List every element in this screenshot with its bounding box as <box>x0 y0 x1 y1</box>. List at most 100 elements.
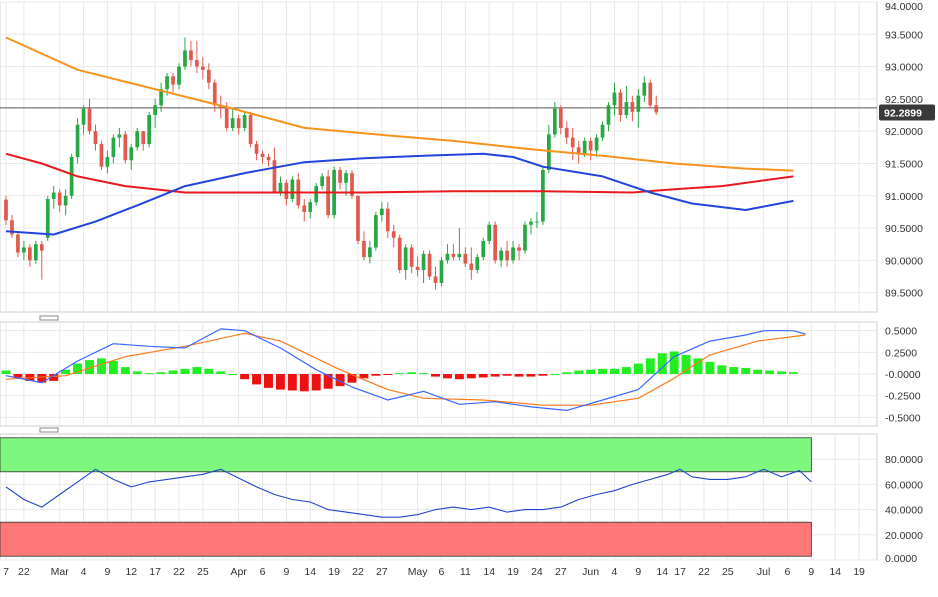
macd-hist-bar <box>502 374 512 376</box>
x-tick-label: 9 <box>635 566 641 578</box>
macd-hist-bar <box>550 374 560 375</box>
macd-hist-bar <box>108 361 118 374</box>
candle-body <box>415 266 420 271</box>
candle-body <box>123 134 128 161</box>
macd-hist-bar <box>61 369 71 374</box>
candle-body <box>141 131 146 145</box>
macd-signal-line <box>5 332 806 406</box>
x-tick-label: 22 <box>352 566 364 578</box>
y-tick-label: 80.0000 <box>885 454 923 466</box>
candle-body <box>457 253 462 258</box>
pane-resize-handle <box>39 427 59 433</box>
macd-hist-bar <box>85 360 94 374</box>
x-tick-label: 19 <box>328 566 340 578</box>
x-tick-label: 14 <box>656 566 668 578</box>
candle-body <box>445 253 450 261</box>
candle-body <box>117 134 122 138</box>
candle-body <box>284 182 289 199</box>
candle-body <box>570 137 575 148</box>
candle-body <box>290 179 295 199</box>
candle-body <box>105 157 110 167</box>
macd-hist-bar <box>466 374 476 379</box>
candle-body <box>260 153 265 157</box>
macd-hist-bar <box>192 367 202 374</box>
candle-body <box>636 95 641 112</box>
macd-hist-bar <box>598 368 608 374</box>
macd-hist-bar <box>299 374 309 392</box>
candle-body <box>177 66 181 85</box>
y-tick-label: 92.5000 <box>885 94 923 106</box>
y-tick-label: 89.5000 <box>885 288 923 300</box>
candle-body <box>93 131 98 145</box>
macd-hist-bar <box>132 371 142 374</box>
candle-body <box>576 147 581 154</box>
candle-body <box>385 208 390 232</box>
candle-body <box>451 253 456 258</box>
macd-hist-bar <box>705 361 715 374</box>
x-tick-label: 25 <box>197 566 209 578</box>
last-price-label: 92.2899 <box>884 107 922 119</box>
macd-hist-bar <box>788 372 798 374</box>
macd-hist-bar <box>526 374 536 377</box>
candle-body <box>529 221 533 225</box>
candle-body <box>409 247 414 267</box>
candle-body <box>588 140 593 151</box>
candle-body <box>421 253 426 271</box>
candle-body <box>63 195 68 206</box>
x-tick-label: 22 <box>698 566 710 578</box>
candle-body <box>499 250 503 261</box>
candle-body <box>218 105 223 109</box>
macd-hist-bar <box>478 374 488 378</box>
y-tick-label: 91.5000 <box>885 158 923 170</box>
macd-hist-bar <box>562 372 572 374</box>
x-tick-label: 9 <box>104 566 110 578</box>
macd-hist-bar <box>96 358 106 374</box>
x-tick-label: 27 <box>555 566 567 578</box>
macd-hist-bar <box>514 374 524 377</box>
candle-body <box>230 118 235 128</box>
candle-body <box>439 260 444 283</box>
candle-body <box>57 192 62 206</box>
candle-body <box>159 89 163 106</box>
candle-body <box>236 118 241 128</box>
candle-body <box>308 202 313 212</box>
candle-body <box>374 215 378 248</box>
candle-body <box>379 208 384 216</box>
candle-body <box>248 115 253 145</box>
candle-body <box>212 82 217 106</box>
candle-body <box>22 247 26 253</box>
candle-body <box>10 220 14 235</box>
y-tick-label: 92.0000 <box>885 126 923 138</box>
macd-hist-bar <box>228 374 238 375</box>
candle-body <box>356 195 360 241</box>
x-tick-label: 14 <box>829 566 841 578</box>
y-tick-label: 93.0000 <box>885 62 923 74</box>
candle-body <box>45 198 50 238</box>
x-tick-label: 17 <box>149 566 161 578</box>
x-tick-label: 27 <box>376 566 388 578</box>
candle-body <box>624 102 629 116</box>
candle-body <box>51 192 56 199</box>
macd-hist-bar <box>311 374 321 391</box>
macd-hist-bar <box>335 374 345 387</box>
macd-hist-bar <box>168 370 178 374</box>
macd-hist-bar <box>729 367 739 374</box>
macd-hist-bar <box>1 370 11 374</box>
candle-body <box>266 157 271 161</box>
x-tick-label: 7 <box>3 566 9 578</box>
macd-hist-bar <box>538 374 548 376</box>
candle-body <box>362 240 366 258</box>
candle-body <box>111 137 116 157</box>
macd-hist-bar <box>180 368 190 374</box>
band-layer <box>0 437 812 557</box>
candle-body <box>517 247 521 251</box>
x-tick-label: 24 <box>531 566 543 578</box>
candle-body <box>99 144 104 167</box>
macd-hist-bar <box>717 365 727 374</box>
pane-resize-handle <box>39 315 59 321</box>
macd-hist-bar <box>144 373 154 375</box>
macd-hist-bar <box>156 372 166 374</box>
y-tick-label: 91.0000 <box>885 191 923 203</box>
axis-layer: 94.0000 93.5000 93.0000 92.5000 92.0000 91.50… <box>3 1 935 578</box>
candle-body <box>493 224 498 261</box>
